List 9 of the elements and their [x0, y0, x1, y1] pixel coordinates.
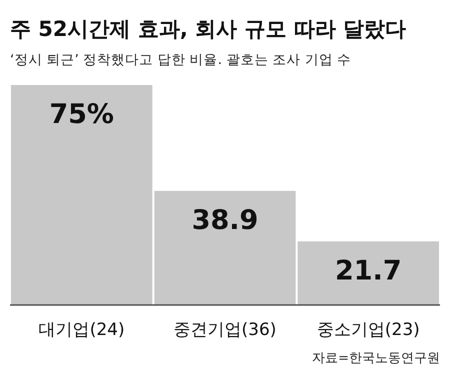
- x-tick-label: 중소기업(23): [316, 320, 420, 340]
- data-label: 21.7: [335, 255, 402, 286]
- x-tick-label: 중견기업(36): [174, 320, 276, 340]
- text: 자료=한국노동연구원: [312, 351, 440, 366]
- data-label: 38.9: [192, 204, 258, 236]
- chart-subtitle: ‘정시 퇴근’ 정착했다고 답한 비율. 괄호는 조사 기업 수: [10, 52, 352, 68]
- x-tick-label: 대기업(24): [38, 320, 125, 340]
- data-label: 75%: [49, 99, 114, 130]
- chart-title: 주 52시간제 효과, 회사 규모 따라 달랐다: [10, 17, 406, 41]
